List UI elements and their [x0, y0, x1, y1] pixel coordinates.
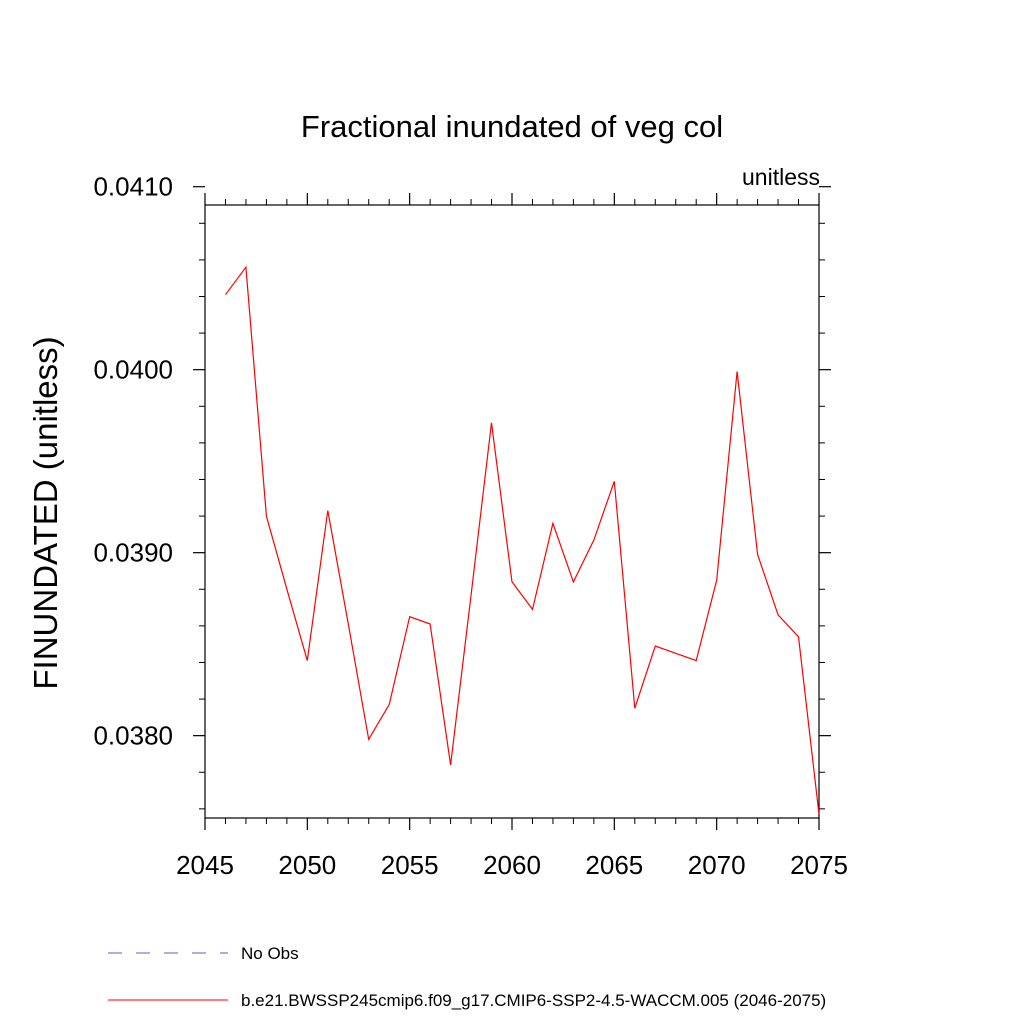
- x-tick-label: 2075: [790, 850, 848, 880]
- x-tick-label: 2050: [278, 850, 336, 880]
- units-label: unitless: [742, 164, 820, 190]
- x-tick-label: 2045: [176, 850, 234, 880]
- x-tick-label: 2070: [688, 850, 746, 880]
- y-tick-label: 0.0390: [93, 538, 173, 568]
- series-line: [225, 265, 820, 815]
- x-tick-label: 2055: [381, 850, 439, 880]
- y-axis-ticks: 0.0380 0.0390 0.0400 0.0410: [93, 172, 831, 810]
- y-tick-label: 0.0380: [93, 721, 173, 751]
- x-tick-label: 2065: [585, 850, 643, 880]
- chart-title: Fractional inundated of veg col: [301, 109, 723, 144]
- y-tick-label: 0.0400: [93, 355, 173, 385]
- x-axis-ticks: 2045 2050 2055 2060 2065 2070 2075: [176, 193, 848, 880]
- plot-frame: [204, 204, 820, 819]
- x-tick-label: 2060: [483, 850, 541, 880]
- legend: No Obs b.e21.BWSSP245cmip6.f09_g17.CMIP6-…: [108, 944, 826, 1010]
- y-tick-label: 0.0410: [93, 172, 173, 202]
- series-lines: [225, 265, 820, 815]
- y-axis-label: FINUNDATED (unitless): [27, 336, 64, 689]
- legend-label: b.e21.BWSSP245cmip6.f09_g17.CMIP6-SSP2-4…: [241, 991, 826, 1010]
- legend-label: No Obs: [241, 944, 299, 963]
